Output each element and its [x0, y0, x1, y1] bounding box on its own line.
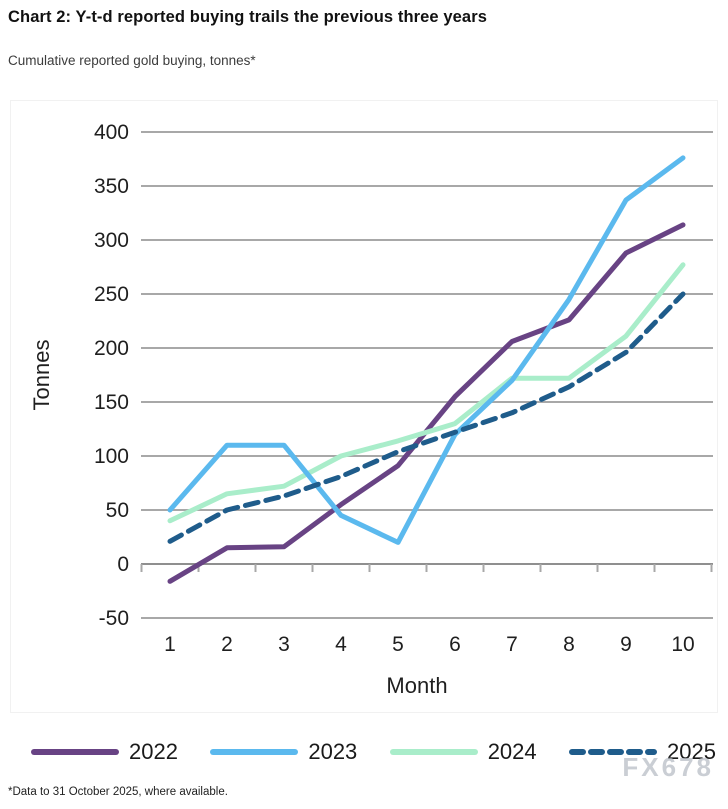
y-tick-label: 200: [94, 337, 129, 360]
watermark: FX678: [622, 752, 714, 782]
legend-swatch-2024: [389, 749, 478, 755]
series-line-2024: [167, 262, 686, 524]
legend-swatch-2025: [569, 749, 658, 755]
x-tick-label: 8: [563, 633, 575, 656]
x-tick-label: 6: [449, 633, 461, 656]
chart-panel: 400 350 300 250 200 150 100 50 0 -50 1 2 3 4 5 6 7 8 9 10 Mo…: [10, 100, 718, 713]
x-tick-label: 10: [671, 633, 694, 656]
line-chart: 400 350 300 250 200 150 100 50 0 -50 1 2 3 4 5 6 7 8 9 10 Mo…: [29, 121, 713, 698]
y-axis-title: Tonnes: [29, 340, 54, 411]
y-tick-label: 350: [94, 175, 129, 198]
y-tick-label: -50: [99, 607, 129, 630]
series-line-2025: [167, 291, 686, 544]
chart-legend: 2022 2023 2024 2025: [30, 736, 716, 768]
legend-swatch-2023: [210, 749, 299, 755]
y-tick-label: 300: [94, 229, 129, 252]
x-tick-label: 9: [620, 633, 632, 656]
x-tick-label: 4: [335, 633, 347, 656]
x-axis-title: Month: [386, 673, 447, 698]
legend-item-2022: 2022: [30, 739, 178, 765]
legend-swatch-2022: [31, 749, 119, 755]
legend-item-2025: 2025: [568, 739, 716, 765]
series-line-2022: [167, 222, 686, 584]
x-tick-label: 3: [278, 633, 290, 656]
y-tick-label: 100: [94, 445, 129, 468]
legend-label-2024: 2024: [487, 739, 537, 764]
legend-label-2025: 2025: [667, 739, 716, 764]
x-tick-label: 5: [392, 633, 404, 656]
chart-subtitle: Cumulative reported gold buying, tonnes*: [8, 53, 256, 68]
legend-label-2022: 2022: [129, 739, 178, 764]
legend-item-2024: 2024: [389, 739, 537, 765]
chart-title: Chart 2: Y-t-d reported buying trails th…: [8, 8, 488, 26]
footnote: *Data to 31 October 2025, where availabl…: [8, 786, 228, 798]
legend-label-2023: 2023: [308, 739, 358, 764]
x-tick-label: 2: [221, 633, 233, 656]
x-tick-label: 1: [164, 633, 176, 656]
y-tick-label: 400: [94, 121, 129, 144]
series-line-2023: [167, 155, 686, 545]
y-tick-label: 50: [106, 499, 129, 522]
x-tick-label: 7: [506, 633, 518, 656]
y-tick-label: 0: [117, 553, 129, 576]
legend-item-2023: 2023: [209, 739, 357, 765]
y-tick-label: 250: [94, 283, 129, 306]
y-tick-label: 150: [94, 391, 129, 414]
